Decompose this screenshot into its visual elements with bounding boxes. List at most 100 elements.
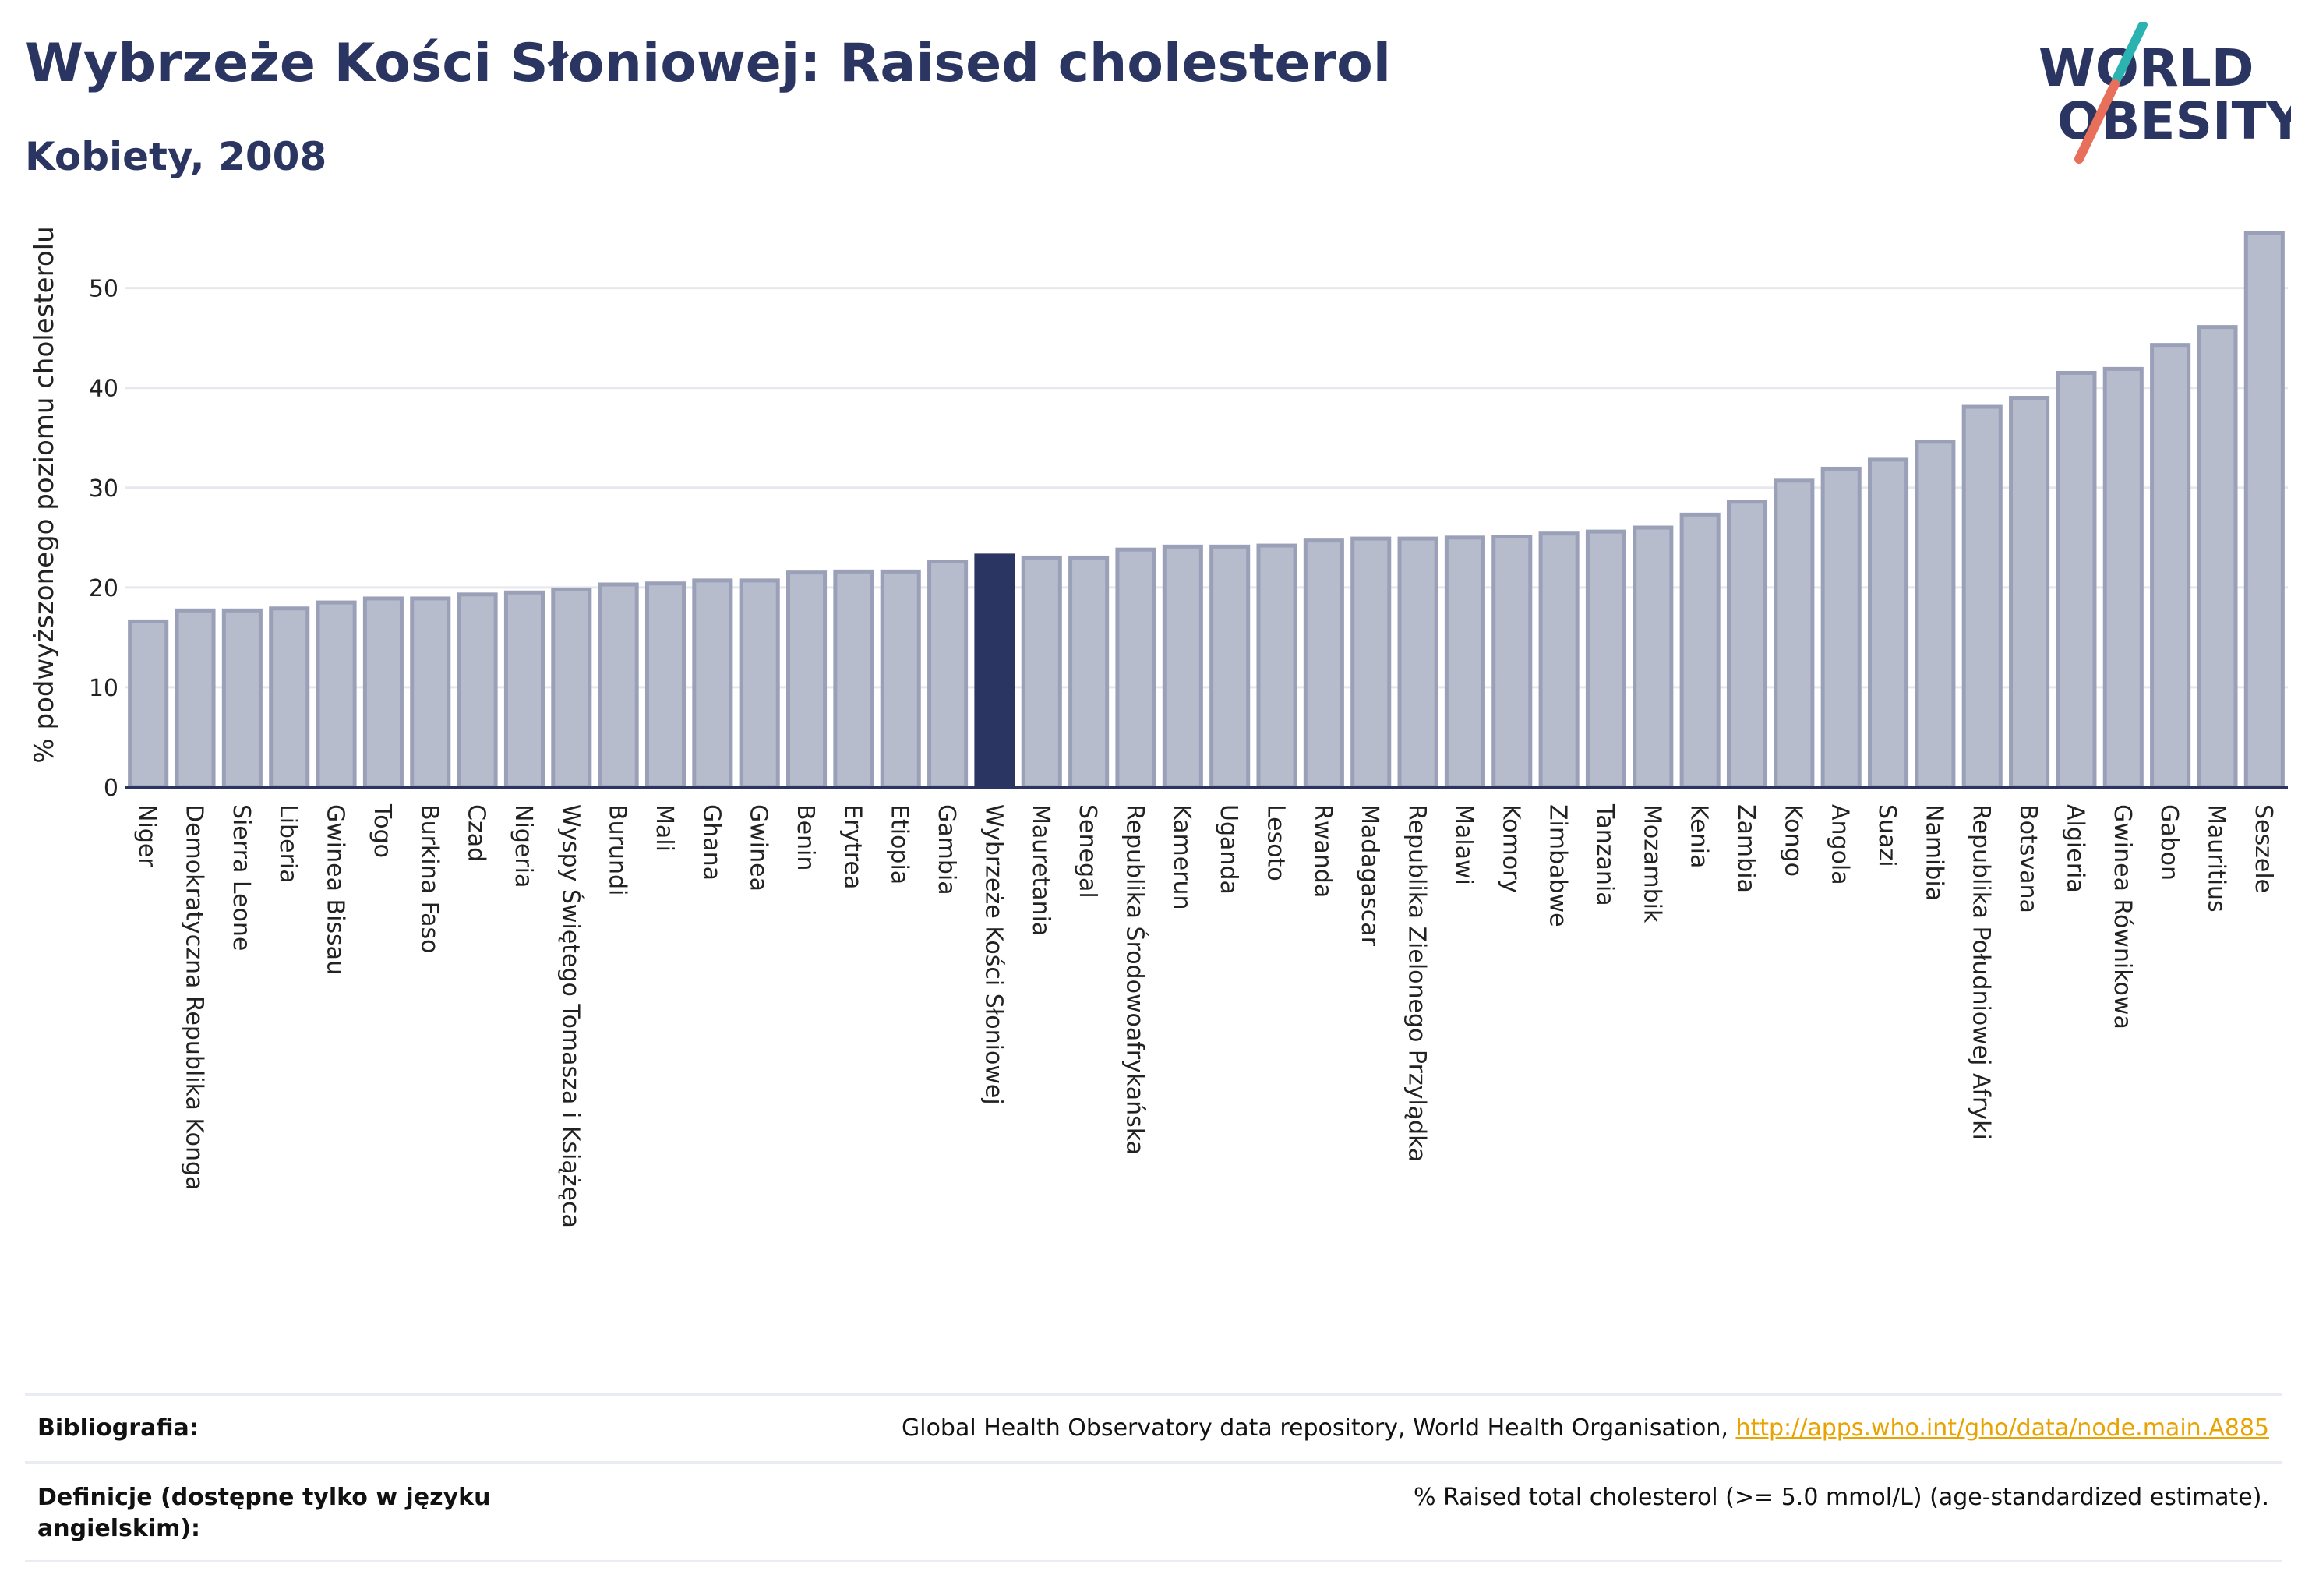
bar <box>1021 555 1062 789</box>
bibliography-link[interactable]: http://apps.who.int/gho/data/node.main.A… <box>1735 1414 2269 1442</box>
bibliography-text: Global Health Observatory data repositor… <box>902 1414 1728 1442</box>
y-tick-label: 20 <box>89 575 118 602</box>
x-tick-label: Demokratyczna Republika Konga <box>181 804 208 1190</box>
bar <box>833 569 874 789</box>
x-tick-label: Senegal <box>1074 804 1101 899</box>
bar <box>1538 531 1580 789</box>
bar <box>1585 529 1626 789</box>
x-tick-label: Malawi <box>1450 804 1477 885</box>
bar <box>880 569 921 789</box>
x-tick-label: Seszele <box>2250 804 2277 893</box>
world-obesity-logo: WORLD OBESITY <box>2038 22 2291 164</box>
bar <box>1444 535 1485 789</box>
bar <box>1115 547 1156 789</box>
bar <box>2056 371 2097 789</box>
y-tick-label: 40 <box>89 376 118 403</box>
x-tick-label: Republika Zielonego Przylądka <box>1403 804 1431 1162</box>
bar <box>1633 525 1674 789</box>
x-tick-label: Czad <box>463 804 490 862</box>
logo-line1: WORLD <box>2038 38 2254 98</box>
x-tick-label: Gambia <box>933 804 960 895</box>
x-tick-label: Gwinea Bissau <box>322 804 349 975</box>
bar <box>692 578 733 789</box>
bar <box>2150 343 2191 789</box>
x-tick-label: Botsvana <box>2014 804 2042 913</box>
x-tick-label: Benin <box>792 804 819 870</box>
bar <box>269 606 310 789</box>
x-tick-label: Nigeria <box>510 804 537 888</box>
definitions-label: Definicje (dostępne tylko w języku angie… <box>37 1484 491 1542</box>
y-axis-label: % podwyższonego poziomu cholesterolu <box>29 226 60 763</box>
x-tick-label: Madagascar <box>1356 804 1383 947</box>
x-tick-label: Etiopia <box>886 804 913 885</box>
x-tick-label: Mozambik <box>1638 804 1665 923</box>
bar <box>1679 512 1721 789</box>
bar <box>1256 543 1297 789</box>
bar <box>128 619 169 789</box>
x-tick-label: Lesoto <box>1262 804 1290 881</box>
bar <box>2009 396 2050 789</box>
x-tick-label: Tanzania <box>1591 803 1618 906</box>
bar <box>927 560 969 789</box>
x-tick-label: Namibia <box>1920 804 1947 901</box>
x-tick-label: Kongo <box>1779 804 1806 877</box>
bar <box>410 596 451 789</box>
x-tick-label: Erytrea <box>838 804 866 889</box>
x-tick-label: Ghana <box>697 804 725 881</box>
bar <box>1726 500 1768 789</box>
x-tick-label: Suazi <box>1873 804 1901 867</box>
bar-chart: 0 10 20 30 40 50 Niger Demokratyczna Republika… <box>29 226 2288 1228</box>
y-tick-label: 10 <box>89 675 118 702</box>
x-tick-label: Burundi <box>604 804 631 895</box>
footer-definitions-row: Definicje (dostępne tylko w języku angie… <box>25 1461 2282 1562</box>
bar-highlight <box>974 553 1015 789</box>
bar <box>2197 325 2238 789</box>
x-tick-label: Niger <box>133 804 161 867</box>
page-subtitle: Kobiety, 2008 <box>25 134 327 179</box>
footer-bibliography-row: Bibliografia: Global Health Observatory … <box>25 1393 2282 1461</box>
x-tick-label: Zimbabwe <box>1544 804 1572 927</box>
x-tick-label: Wybrzeże Kości Słoniowej <box>980 804 1007 1105</box>
bar <box>175 608 216 789</box>
x-tick-label: Liberia <box>274 804 302 884</box>
definitions-value: % Raised total cholesterol (>= 5.0 mmol/… <box>1414 1484 2269 1511</box>
bar <box>1397 536 1438 789</box>
x-tick-label: Republika Środowoafrykańska <box>1121 804 1149 1155</box>
bar <box>316 600 357 789</box>
bar <box>1774 478 1815 789</box>
y-tick-label: 0 <box>104 775 118 802</box>
x-tick-label: Wyspy Świętego Tomasza i Książęca <box>556 804 585 1228</box>
y-tick-label: 50 <box>89 276 118 303</box>
bibliography-value: Global Health Observatory data repositor… <box>902 1413 2269 1444</box>
x-tick-labels: Niger Demokratyczna Republika Konga Sierra… <box>133 803 2277 1228</box>
bar <box>644 581 687 789</box>
bar <box>1491 535 1533 789</box>
footer: Bibliografia: Global Health Observatory … <box>25 1393 2282 1562</box>
page-title: Wybrzeże Kości Słoniowej: Raised cholest… <box>25 33 1392 94</box>
x-tick-label: Gwinea <box>745 804 772 892</box>
x-tick-label: Kamerun <box>1168 804 1195 910</box>
x-tick-label: Angola <box>1827 804 1854 885</box>
x-tick-label: Kenia <box>1686 804 1713 868</box>
x-tick-label: Zambia <box>1732 804 1760 893</box>
bar <box>1162 544 1203 789</box>
bar <box>457 592 498 789</box>
logo-slash-bottom <box>2074 79 2120 164</box>
bar <box>786 570 828 789</box>
y-tick-labels: 0 10 20 30 40 50 <box>89 276 118 802</box>
bar <box>598 582 639 789</box>
x-tick-label: Gabon <box>2155 804 2183 881</box>
x-tick-label: Rwanda <box>1309 804 1336 898</box>
bar <box>2243 231 2285 789</box>
bar <box>1868 457 1909 789</box>
bar <box>1350 536 1392 789</box>
bar <box>1068 555 1110 789</box>
bar <box>739 578 780 789</box>
x-tick-label: Togo <box>369 803 396 858</box>
x-tick-label: Algieria <box>2061 804 2088 893</box>
bar <box>1209 544 1251 789</box>
x-tick-label: Mali <box>651 804 678 852</box>
x-tick-label: Gwinea Równikowa <box>2109 804 2136 1029</box>
bars <box>128 231 2285 789</box>
bar <box>221 608 263 789</box>
